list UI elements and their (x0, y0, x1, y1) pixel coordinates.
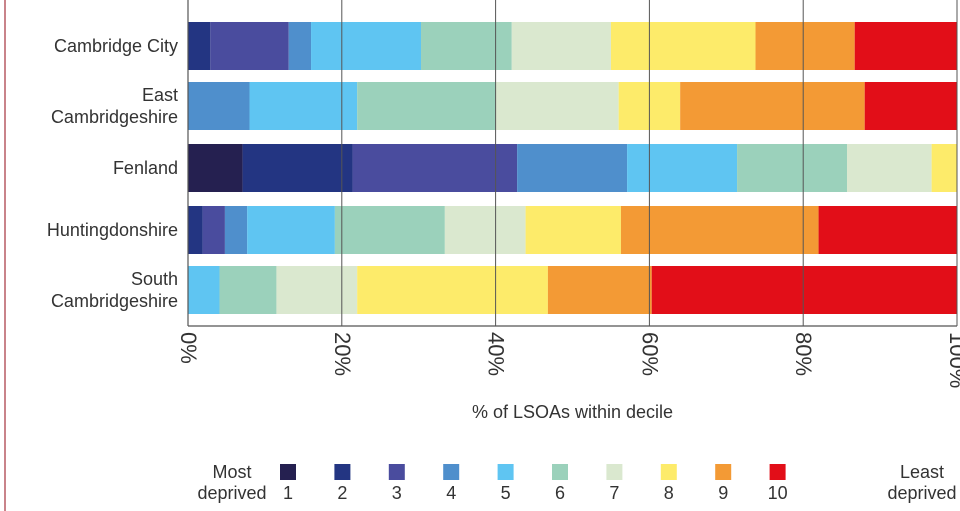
bar-segment-decile-5 (627, 144, 738, 192)
bar-segment-decile-9 (755, 22, 855, 70)
bar-segment-decile-6 (737, 144, 848, 192)
legend-least-deprived-label: deprived (887, 483, 956, 503)
x-tick-label: 0% (176, 332, 201, 364)
category-label: East (142, 85, 178, 105)
legend-most-deprived-label: deprived (197, 483, 266, 503)
category-label: Cambridge City (54, 36, 178, 56)
legend-swatch-decile-2 (334, 464, 351, 480)
category-label: Cambridgeshire (51, 291, 178, 311)
legend-label-decile-2: 2 (337, 483, 347, 503)
bar-segment-decile-4 (517, 144, 628, 192)
legend-swatch-decile-10 (769, 464, 786, 480)
x-tick-label: 80% (791, 332, 816, 376)
bar-segment-decile-10 (818, 206, 957, 254)
bar-segment-decile-5 (247, 206, 335, 254)
x-tick-label: 100% (945, 332, 960, 388)
left-border-line (4, 0, 6, 511)
category-label: Cambridgeshire (51, 107, 178, 127)
bar-segment-decile-7 (511, 22, 611, 70)
bar-segment-decile-9 (547, 266, 652, 314)
bar-segment-decile-4 (188, 82, 250, 130)
legend-swatch-decile-4 (443, 464, 460, 480)
legend-swatch-decile-3 (388, 464, 405, 480)
legend-swatch-decile-1 (280, 464, 296, 480)
bar-segment-decile-6 (219, 266, 277, 314)
bar-segment-decile-1 (188, 144, 243, 192)
legend-label-decile-7: 7 (609, 483, 619, 503)
bar-segment-decile-10 (651, 266, 957, 314)
x-axis-title: % of LSOAs within decile (472, 402, 673, 422)
bar-segment-decile-5 (188, 266, 220, 314)
bar-segment-decile-5 (249, 82, 358, 130)
bar-segment-decile-7 (847, 144, 932, 192)
x-tick-label: 20% (330, 332, 355, 376)
category-label: Huntingdonshire (47, 220, 178, 240)
legend-label-decile-6: 6 (555, 483, 565, 503)
legend-label-decile-1: 1 (283, 483, 293, 503)
bar-segment-decile-5 (311, 22, 422, 70)
legend-label-decile-4: 4 (446, 483, 456, 503)
bar-segment-decile-2 (242, 144, 353, 192)
bar-segment-decile-3 (352, 144, 518, 192)
bar-segment-decile-3 (202, 206, 225, 254)
legend-label-decile-3: 3 (392, 483, 402, 503)
legend-label-decile-5: 5 (501, 483, 511, 503)
bar-segment-decile-8 (610, 22, 756, 70)
legend-label-decile-9: 9 (718, 483, 728, 503)
bar-segment-decile-10 (854, 22, 957, 70)
legend-swatch-decile-7 (606, 464, 623, 480)
legend-swatch-decile-9 (715, 464, 732, 480)
bar-segment-decile-8 (931, 144, 957, 192)
legend-swatch-decile-8 (660, 464, 677, 480)
legend-label-decile-8: 8 (664, 483, 674, 503)
category-label: Fenland (113, 158, 178, 178)
legend-most-deprived-label: Most (212, 462, 251, 482)
bar-segment-decile-8 (357, 266, 548, 314)
bar-segment-decile-7 (444, 206, 526, 254)
legend-least-deprived-label: Least (900, 462, 944, 482)
bar-segment-decile-9 (620, 206, 819, 254)
legend-swatch-decile-5 (497, 464, 514, 480)
category-label: South (131, 269, 178, 289)
bar-segment-decile-6 (357, 82, 496, 130)
bar-segment-decile-10 (864, 82, 957, 130)
bar-segment-decile-2 (188, 206, 203, 254)
legend-swatch-decile-6 (552, 464, 568, 480)
bar-segment-decile-3 (210, 22, 289, 70)
legend-label-decile-10: 10 (768, 483, 788, 503)
bar-segment-decile-9 (680, 82, 865, 130)
x-tick-label: 40% (484, 332, 509, 376)
x-tick-label: 60% (637, 332, 662, 376)
bar-segment-decile-4 (288, 22, 312, 70)
bar-segment-decile-4 (224, 206, 248, 254)
bar-segment-decile-7 (495, 82, 619, 130)
bar-segment-decile-7 (276, 266, 358, 314)
bar-segment-decile-2 (188, 22, 211, 70)
bar-segment-decile-6 (334, 206, 445, 254)
bar-segment-decile-6 (421, 22, 512, 70)
bar-segment-decile-8 (525, 206, 621, 254)
